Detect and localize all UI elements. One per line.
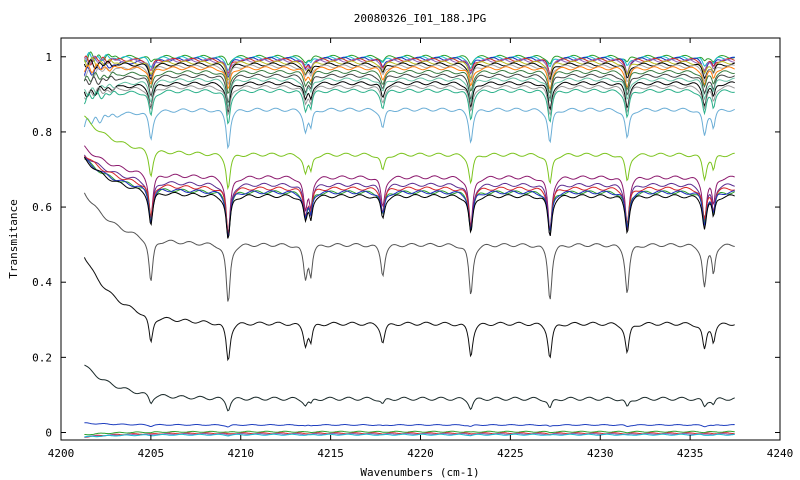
- x-axis-title: Wavenumbers (cm-1): [360, 466, 479, 479]
- x-tick-label: 4220: [407, 447, 434, 460]
- y-tick-label: 0.8: [32, 126, 52, 139]
- series-line: [84, 433, 735, 438]
- x-tick-label: 4230: [587, 447, 614, 460]
- series-line: [83, 84, 735, 117]
- x-tick-label: 4205: [138, 447, 165, 460]
- series-line: [83, 81, 735, 114]
- x-tick-label: 4215: [317, 447, 344, 460]
- y-tick-label: 0.2: [32, 351, 52, 364]
- y-tick-label: 0.6: [32, 201, 52, 214]
- series-line: [84, 364, 735, 412]
- series-line: [83, 69, 735, 95]
- series-line: [84, 156, 735, 237]
- series-line: [83, 107, 735, 150]
- x-tick-label: 4210: [228, 447, 255, 460]
- y-axis: 0 0.2 0.4 0.6 0.8 1: [32, 51, 780, 439]
- series-line: [83, 56, 735, 81]
- series-line: [83, 77, 735, 108]
- series-line: [83, 192, 735, 302]
- series-line: [83, 156, 735, 239]
- y-tick-label: 1: [45, 51, 52, 64]
- series-line: [84, 115, 735, 191]
- y-tick-label: 0: [45, 426, 52, 439]
- x-tick-label: 4200: [48, 447, 75, 460]
- series-line: [84, 430, 735, 436]
- series-line: [83, 88, 735, 125]
- chart-title: 20080326_I01_188.JPG: [354, 12, 486, 25]
- x-tick-label: 4235: [677, 447, 704, 460]
- series-line: [83, 63, 735, 91]
- series-layer: [83, 51, 735, 438]
- x-tick-label: 4225: [497, 447, 524, 460]
- x-axis: 4200 4205 4210 4215 4220 4225 4230 4235 4240: [48, 38, 794, 460]
- series-line: [83, 73, 735, 104]
- series-line: [83, 257, 735, 362]
- y-tick-label: 0.4: [32, 276, 52, 289]
- x-tick-label: 4240: [767, 447, 794, 460]
- y-axis-title: Transmitance: [7, 199, 20, 278]
- series-line: [84, 422, 735, 428]
